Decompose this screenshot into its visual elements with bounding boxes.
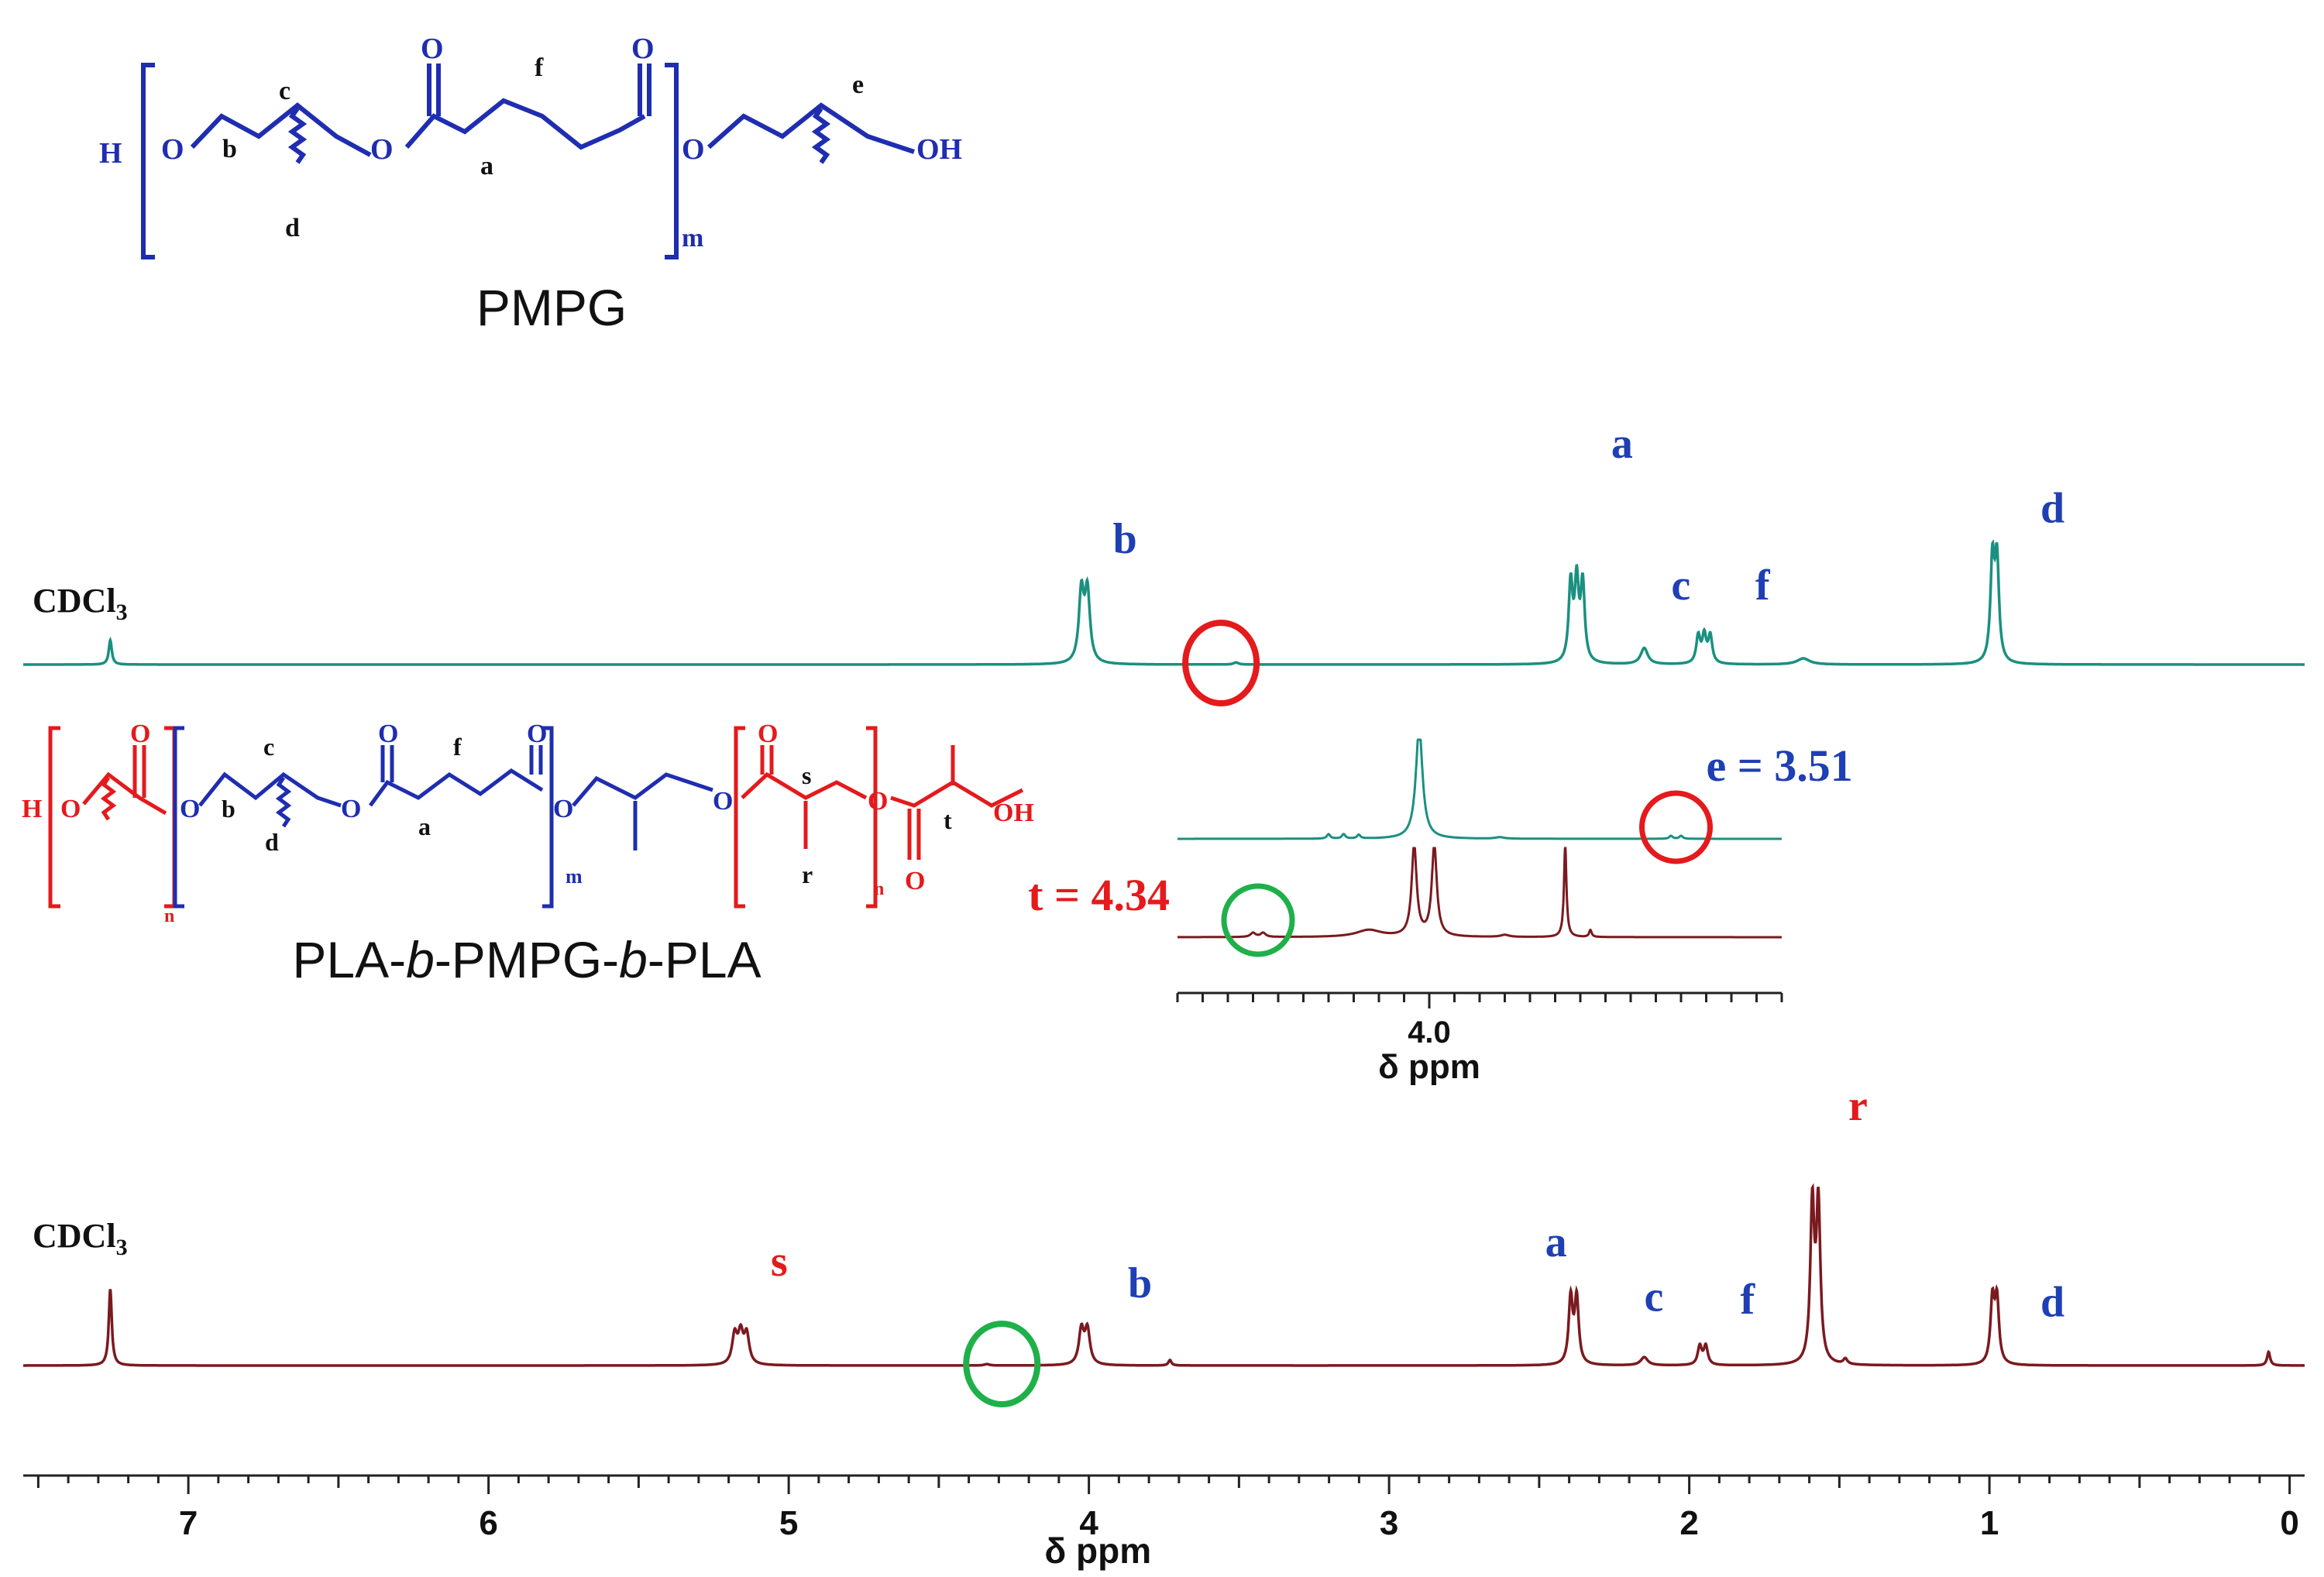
copolymer-atom-h: H [22,795,42,823]
inset-nmr-chart: e = 3.51 t = 4.34 4.0 δ ppm [1028,738,1853,1086]
pmpg-structure [141,63,915,259]
copolymer-atom-oh: OH [993,799,1034,827]
copolymer-letter-d: d [265,828,279,856]
pmpg-atom-o: O [631,33,655,65]
inset-x-axis-ticks [1176,993,1783,1008]
inset-annotation-t: t = 4.34 [1028,870,1170,920]
copolymer-letter-t: t [944,806,952,834]
inset-red-circle [1639,790,1713,864]
copolymer-letter-f: f [453,733,462,761]
peak-label-d: d [2040,1279,2064,1327]
pmpg-repeat-m: m [682,224,703,253]
pmpg-atom-o: O [682,133,705,166]
pmpg-peak-labels: b a c f d [1113,420,2065,610]
peak-label-d: d [2040,485,2064,533]
copolymer-atom-o: O [758,720,778,748]
copolymer-letter-r: r [802,861,813,888]
inset-x-axis-title: δ ppm [1378,1048,1480,1086]
pmpg-letter-a: a [480,152,493,180]
pmpg-carbonyl-2 [638,64,651,116]
copolymer-atoms: H O O O O O O O O O O O OH m n n [22,720,1034,926]
pmpg-methyl-wavy-1 [287,107,308,164]
green-circle-annotation [963,1321,1041,1407]
pmpg-solvent-label: CDCl3 [33,582,128,625]
copolymer-atom-o: O [905,867,925,895]
peak-label-f: f [1755,562,1771,610]
copolymer-peak-labels: s b a c f r d [771,1082,2064,1326]
pmpg-atom-o: O [421,33,444,65]
pmpg-block-middle [173,726,713,909]
x-axis-ticks: 7 6 5 4 3 2 1 0 [36,1476,2299,1542]
inset-copolymer-line [1177,847,1782,939]
pmpg-atom-o: O [370,133,394,166]
pmpg-atom-h: H [99,137,122,170]
pla-block-right [734,726,1024,909]
copolymer-atom-o: O [868,787,888,816]
copolymer-letter-s: s [802,761,811,789]
copolymer-repeat-m: m [566,865,583,888]
pmpg-letter-c: c [279,77,290,105]
pmpg-atoms: H O O O O O OH m [99,33,962,253]
pmpg-bracket-right [665,63,679,259]
x-tick-label: 5 [779,1504,798,1542]
copolymer-atom-o: O [713,787,733,816]
peak-label-c: c [1671,562,1690,610]
pmpg-letter-b: b [222,135,237,163]
pmpg-letter-d: d [285,214,300,242]
inset-tick-label: 4.0 [1408,1015,1451,1050]
pmpg-letters: b c d a f e [222,53,864,242]
copolymer-structure [48,726,1024,909]
copolymer-atom-o: O [60,795,81,823]
copolymer-letters: b c d a f s r t [222,733,952,888]
copolymer-atom-o: O [341,795,361,823]
inset-green-circle [1221,883,1295,957]
pmpg-letter-f: f [535,53,544,82]
peak-label-c: c [1645,1273,1664,1321]
copolymer-spectrum-line [23,1183,2305,1367]
copolymer-atom-o: O [553,795,573,823]
red-circle-annotation [1182,620,1260,706]
copolymer-solvent-label: CDCl3 [33,1217,128,1260]
x-tick-label: 4 [1079,1504,1098,1542]
copolymer-atom-o: O [130,720,150,748]
peak-label-a: a [1611,420,1633,468]
copolymer-repeat-n: n [874,879,884,899]
peak-label-f: f [1741,1276,1756,1324]
pmpg-letter-e: e [852,70,864,99]
x-tick-label: 2 [1679,1504,1698,1542]
x-tick-label: 1 [1980,1504,1999,1542]
copolymer-letter-c: c [263,733,274,761]
pmpg-backbone [190,98,915,157]
pmpg-atom-o: O [161,133,184,166]
main-annotation-circles [963,620,1260,1407]
x-tick-label: 6 [479,1504,497,1542]
pmpg-name: PMPG [476,279,627,336]
pmpg-methyl-wavy-2 [811,107,831,164]
peak-label-b: b [1113,515,1137,563]
copolymer-atom-o: O [378,720,398,748]
x-tick-label: 0 [2280,1504,2298,1542]
peak-label-a: a [1545,1218,1567,1266]
peak-label-r: r [1848,1082,1868,1130]
pmpg-atom-oh: OH [916,133,962,166]
copolymer-repeat-n: n [164,906,174,926]
x-axis-title: δ ppm [1044,1531,1151,1571]
pmpg-carbonyl-1 [427,64,441,116]
main-nmr-chart: CDCl3 CDCl3 b a c f d s b a c f r d 7 6 5 4 3 2 1 0 δ ppm [23,420,2305,1571]
copolymer-atom-o: O [527,720,547,748]
copolymer-letter-b: b [222,795,235,823]
peak-label-b: b [1128,1259,1152,1307]
inset-annotation-e: e = 3.51 [1707,740,1853,791]
x-tick-label: 7 [179,1504,198,1542]
pmpg-spectrum-line [23,539,2305,666]
x-tick-label: 3 [1380,1504,1398,1542]
copolymer-name: PLA-b-PMPG-b-PLA [292,931,761,988]
peak-label-s: s [771,1238,788,1286]
copolymer-letter-a: a [418,813,431,840]
pmpg-bracket-left [141,63,155,259]
inset-pmpg-line [1177,738,1782,840]
copolymer-atom-o: O [180,795,200,823]
